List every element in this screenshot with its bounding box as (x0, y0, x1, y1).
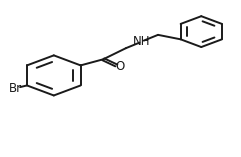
Text: NH: NH (133, 35, 150, 48)
Text: O: O (115, 60, 125, 73)
Text: Br: Br (9, 82, 22, 95)
